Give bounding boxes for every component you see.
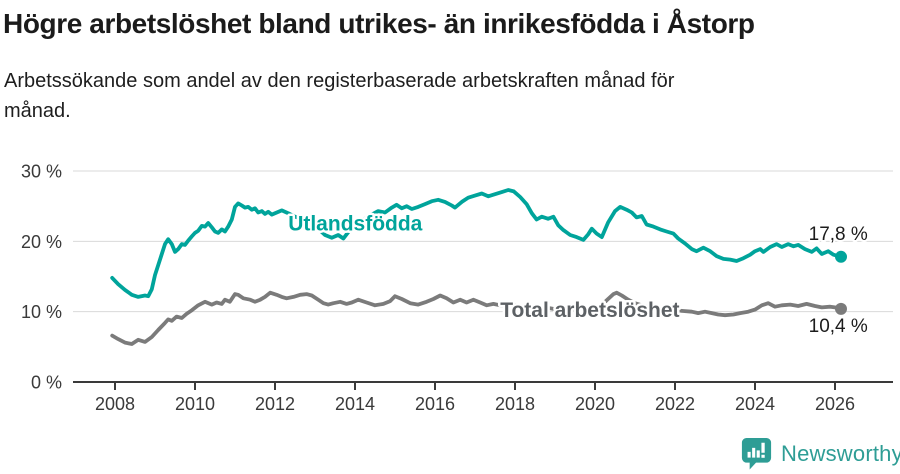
x-tick-label-2008: 2008 bbox=[95, 394, 135, 414]
x-tick-label-2026: 2026 bbox=[815, 394, 855, 414]
line-chart: 0 % 10 % 20 % 30 % 2008 2010 2012 2014 2016 2018 2… bbox=[0, 140, 900, 430]
series-label-utlandsfodda: Utlandsfödda bbox=[288, 212, 422, 235]
x-tick-label-2012: 2012 bbox=[255, 394, 295, 414]
y-tick-label-10: 10 % bbox=[21, 302, 62, 322]
x-tick-label-2010: 2010 bbox=[175, 394, 215, 414]
series-line-utlandsfodda bbox=[110, 188, 843, 299]
subtitle-line-1: Arbetssökande som andel av den registerb… bbox=[4, 70, 675, 92]
series-label-total: Total arbetslöshet bbox=[500, 299, 679, 322]
x-tick-label-2014: 2014 bbox=[335, 394, 375, 414]
y-tick-label-20: 20 % bbox=[21, 232, 62, 252]
end-value-label-utlandsfodda: 17,8 % bbox=[809, 224, 868, 245]
y-tick-label-0: 0 % bbox=[31, 373, 62, 393]
bar-chart-speech-bubble-icon bbox=[741, 438, 772, 470]
subtitle-line-2: månad. bbox=[4, 100, 71, 122]
end-value-label-total: 10,4 % bbox=[809, 316, 868, 337]
series-end-dot-total bbox=[835, 302, 847, 315]
y-tick-label-30: 30 % bbox=[21, 162, 62, 182]
newsworthy-logo: Newsworthy bbox=[741, 437, 900, 470]
x-tick-label-2016: 2016 bbox=[415, 394, 455, 414]
line-chart-canvas: 0 % 10 % 20 % 30 % 2008 2010 2012 2014 2016 2018 2… bbox=[21, 162, 893, 414]
series-end-dot-utlandsfodda bbox=[835, 250, 847, 263]
x-tick-label-2022: 2022 bbox=[655, 394, 695, 414]
newsworthy-brand-name: Newsworthy bbox=[781, 440, 900, 466]
page-title: Högre arbetslöshet bland utrikes- än inr… bbox=[3, 8, 755, 39]
series-line-total bbox=[110, 290, 843, 346]
x-tick-label-2018: 2018 bbox=[495, 394, 535, 414]
x-tick-label-2020: 2020 bbox=[575, 394, 615, 414]
chart-subtitle: Arbetssökande som andel av den registerb… bbox=[4, 66, 674, 126]
x-tick-label-2024: 2024 bbox=[735, 394, 775, 414]
